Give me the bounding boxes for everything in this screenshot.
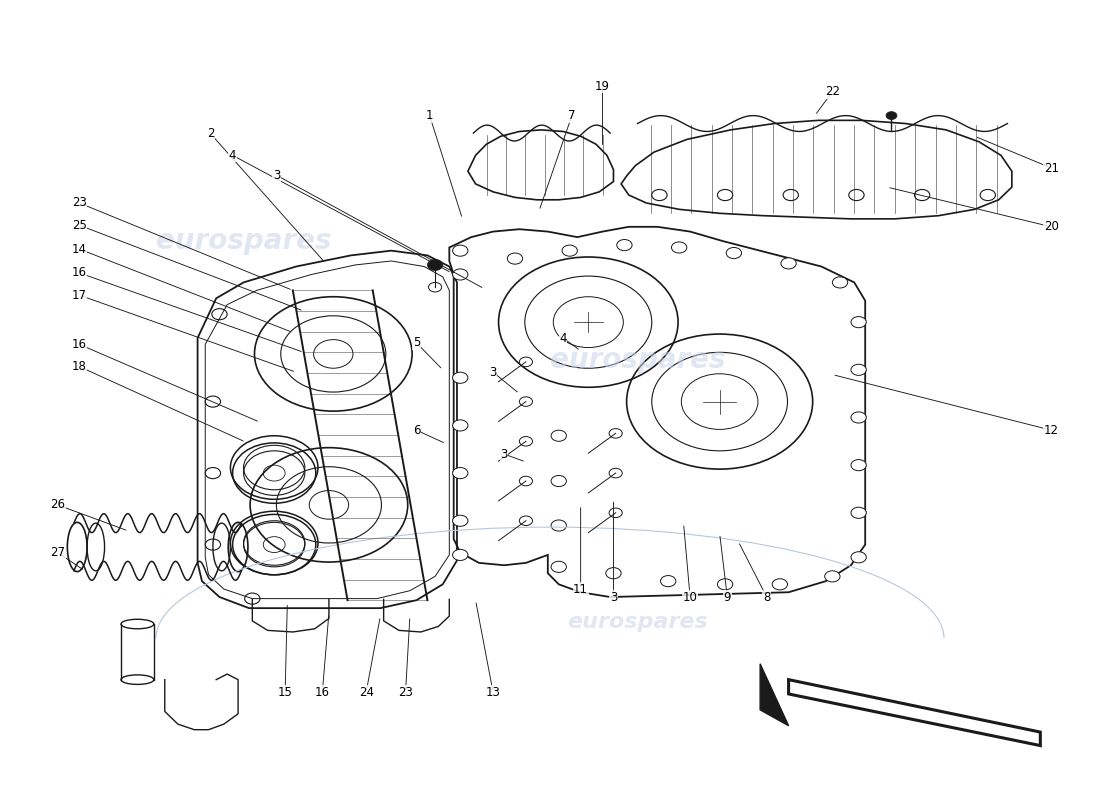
- Circle shape: [609, 429, 623, 438]
- Text: 3: 3: [273, 169, 280, 182]
- Circle shape: [851, 412, 867, 423]
- Circle shape: [551, 562, 566, 572]
- Text: 14: 14: [72, 242, 87, 255]
- Text: 22: 22: [825, 86, 840, 98]
- Circle shape: [519, 516, 532, 526]
- Text: 23: 23: [72, 197, 87, 210]
- Circle shape: [851, 552, 867, 563]
- Text: 3: 3: [609, 590, 617, 603]
- Circle shape: [519, 437, 532, 446]
- Circle shape: [851, 459, 867, 470]
- Circle shape: [452, 372, 468, 383]
- Text: 18: 18: [72, 360, 87, 373]
- Text: 19: 19: [595, 80, 610, 93]
- Circle shape: [833, 277, 848, 288]
- Circle shape: [452, 550, 468, 561]
- Circle shape: [851, 317, 867, 328]
- Text: 10: 10: [683, 590, 697, 603]
- Circle shape: [428, 259, 442, 270]
- Circle shape: [851, 364, 867, 375]
- Text: 4: 4: [229, 149, 236, 162]
- Text: eurospares: eurospares: [568, 613, 708, 633]
- Text: 8: 8: [763, 590, 770, 603]
- Circle shape: [671, 242, 686, 253]
- Text: 2: 2: [207, 127, 215, 140]
- Circle shape: [851, 507, 867, 518]
- Circle shape: [452, 420, 468, 431]
- Text: eurospares: eurospares: [550, 346, 725, 374]
- Circle shape: [551, 475, 566, 486]
- Text: 26: 26: [50, 498, 65, 511]
- Circle shape: [609, 508, 623, 518]
- Text: 4: 4: [560, 331, 566, 345]
- Circle shape: [452, 515, 468, 526]
- Circle shape: [825, 571, 840, 582]
- Text: 15: 15: [277, 686, 293, 699]
- Text: 17: 17: [72, 289, 87, 302]
- Text: 27: 27: [50, 546, 65, 559]
- Text: 11: 11: [573, 582, 588, 595]
- Circle shape: [452, 245, 468, 256]
- Circle shape: [609, 468, 623, 478]
- Text: 13: 13: [486, 686, 500, 699]
- Circle shape: [717, 578, 733, 590]
- Text: 12: 12: [1044, 424, 1059, 437]
- Text: 7: 7: [568, 109, 575, 122]
- Circle shape: [507, 253, 522, 264]
- Text: 5: 5: [412, 336, 420, 350]
- Text: 16: 16: [72, 266, 87, 279]
- Circle shape: [726, 247, 741, 258]
- Text: 21: 21: [1044, 162, 1059, 174]
- Text: 25: 25: [72, 218, 87, 232]
- Text: 16: 16: [72, 338, 87, 351]
- Circle shape: [886, 112, 896, 119]
- Circle shape: [660, 575, 675, 586]
- Circle shape: [519, 357, 532, 366]
- Text: eurospares: eurospares: [156, 227, 331, 255]
- Circle shape: [772, 578, 788, 590]
- Text: 23: 23: [398, 686, 412, 699]
- Text: 9: 9: [724, 590, 732, 603]
- Text: 16: 16: [315, 686, 330, 699]
- Text: 1: 1: [426, 109, 433, 122]
- Text: 20: 20: [1044, 220, 1058, 234]
- Circle shape: [452, 269, 468, 280]
- Circle shape: [452, 467, 468, 478]
- Circle shape: [562, 245, 578, 256]
- Text: 3: 3: [500, 447, 508, 461]
- Text: 3: 3: [490, 366, 497, 378]
- Circle shape: [519, 397, 532, 406]
- Circle shape: [606, 568, 621, 578]
- Text: 6: 6: [412, 424, 420, 437]
- Circle shape: [551, 520, 566, 531]
- Circle shape: [551, 430, 566, 442]
- Text: 24: 24: [359, 686, 374, 699]
- Circle shape: [617, 239, 632, 250]
- Circle shape: [781, 258, 796, 269]
- Circle shape: [519, 476, 532, 486]
- Polygon shape: [760, 664, 789, 726]
